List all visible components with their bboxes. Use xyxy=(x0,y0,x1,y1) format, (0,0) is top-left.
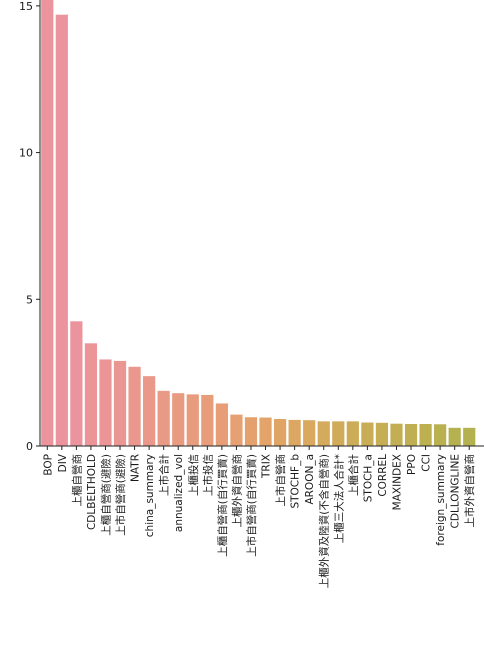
bar-27 xyxy=(419,423,432,446)
x-tick-label: foreign_summary xyxy=(435,454,447,546)
y-tick-label: 10 xyxy=(19,147,33,160)
bar-16 xyxy=(259,417,272,446)
bar-17 xyxy=(273,419,287,446)
x-tick-label: 上櫃三大法人合計* xyxy=(332,454,345,543)
bar-9 xyxy=(157,390,170,446)
x-tick-label: STOCHF_b xyxy=(290,454,302,509)
bar-18 xyxy=(288,419,301,446)
bar-15 xyxy=(244,417,258,446)
bar-24 xyxy=(375,422,389,446)
bar-26 xyxy=(404,423,418,446)
x-tick-label: STOCH_a xyxy=(362,454,374,502)
x-tick-label: CORREL xyxy=(377,454,389,497)
bar-30 xyxy=(463,427,476,446)
x-tick-label: 上市自營商 xyxy=(274,454,287,507)
bar-25 xyxy=(390,423,403,446)
x-tick-label: CCI xyxy=(421,454,433,472)
bar-12 xyxy=(201,394,214,446)
bar-5 xyxy=(99,359,112,446)
y-axis: 0 5 10 15 xyxy=(19,0,41,453)
x-axis: BOP DIV 上櫃自營商 CDLBELTHOLD 上櫃自營商(避險) 上市自營商(避險)… xyxy=(40,445,484,588)
bar-10 xyxy=(172,393,185,446)
bar-1 xyxy=(41,0,54,446)
bar-22 xyxy=(346,421,359,446)
x-tick-label: 上市自營商(避險) xyxy=(114,454,127,536)
y-tick-label: 15 xyxy=(19,0,33,13)
x-tick-label: BOP xyxy=(42,454,54,476)
x-tick-label: TRIX xyxy=(261,454,273,479)
x-tick-label: 上櫃合計 xyxy=(347,454,360,496)
x-tick-label: DIV xyxy=(57,453,69,472)
x-tick-label: 上櫃外資及陸資(不含自營商) xyxy=(318,454,331,588)
bar-7 xyxy=(128,366,141,446)
x-tick-label: china_summary xyxy=(144,454,156,537)
x-tick-label: 上櫃投信 xyxy=(187,454,200,496)
bar-20 xyxy=(317,421,330,446)
bar-28 xyxy=(434,424,447,446)
x-tick-label: 上櫃自營商 xyxy=(70,454,83,507)
bar-14 xyxy=(230,414,243,446)
x-tick-label: 上櫃自營商(自行買賣) xyxy=(216,454,229,557)
x-tick-label: CDLLONGLINE xyxy=(450,454,462,528)
x-tick-label: 上市自營商(自行買賣) xyxy=(245,454,258,557)
bar-11 xyxy=(186,394,199,446)
bar-13 xyxy=(215,403,228,446)
bar-6 xyxy=(113,360,127,446)
x-tick-label: 上市合計 xyxy=(158,454,171,496)
x-tick-label: annualized_vol xyxy=(173,454,185,532)
bar-4 xyxy=(84,343,98,446)
bar-21 xyxy=(332,421,345,446)
bar-8 xyxy=(143,376,156,446)
x-tick-label: 上市外資自營商 xyxy=(463,454,476,528)
y-tick-label: 0 xyxy=(26,440,33,453)
x-tick-label: MAXINDEX xyxy=(391,454,403,510)
y-tick-label: 5 xyxy=(26,293,33,306)
x-tick-label: AROON_a xyxy=(304,454,316,505)
x-tick-label: NATR xyxy=(130,454,142,482)
bar-3 xyxy=(70,321,83,446)
plot-area xyxy=(41,0,476,446)
bar-19 xyxy=(303,420,316,446)
x-tick-label: 上市投信 xyxy=(201,454,214,496)
x-tick-label: 上櫃自營商(避險) xyxy=(99,454,112,536)
x-tick-label: CDLBELTHOLD xyxy=(86,454,98,530)
x-tick-label: PPO xyxy=(406,454,418,475)
bar-29 xyxy=(448,427,461,446)
x-tick-label: 上櫃外資自營商 xyxy=(230,454,243,528)
bar-23 xyxy=(361,422,374,446)
bar-2 xyxy=(55,14,68,446)
